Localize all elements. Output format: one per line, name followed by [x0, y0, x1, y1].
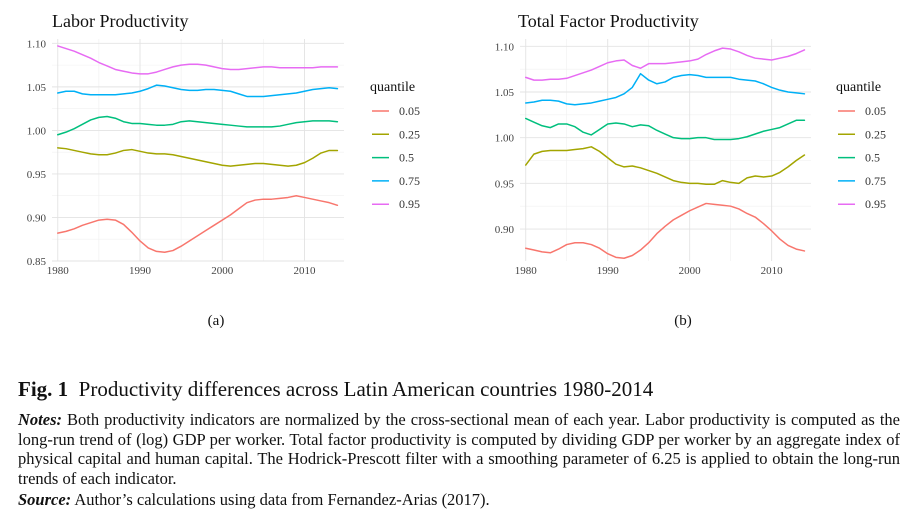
figure-title: Productivity differences across Latin Am… [78, 377, 654, 401]
chart-panel-labor-productivity: 1980 1990 2000 2010 0.85 0.90 0.95 1.00 1.05 1.10… [27, 11, 420, 329]
chart-title: Labor Productivity [52, 11, 188, 31]
series-line-q095 [524, 47, 806, 81]
panel-label: (a) [208, 313, 225, 329]
legend-label: 0.75 [865, 174, 886, 188]
y-tick-label: 1.05 [495, 87, 515, 99]
legend-title: quantile [836, 80, 881, 95]
legend-label: 0.95 [865, 197, 886, 211]
series-line-q095 [57, 45, 339, 75]
figure-label: Fig. 1 [18, 377, 69, 401]
x-tick-label: 1980 [47, 265, 70, 277]
legend-label: 0.25 [865, 127, 886, 141]
y-tick-label: 0.95 [27, 169, 47, 181]
legend-label: 0.5 [865, 151, 880, 165]
x-tick-label: 1980 [515, 265, 538, 277]
chart-panel-total-factor-productivity: 1980 1990 2000 2010 0.90 0.95 1.00 1.05 1.10Tota… [495, 11, 886, 329]
series-line-q005 [524, 202, 806, 260]
y-tick-label: 1.00 [495, 133, 515, 145]
x-tick-label: 2010 [294, 265, 317, 277]
panel-label: (b) [674, 313, 692, 329]
chart-title: Total Factor Productivity [518, 11, 699, 31]
x-tick-label: 1990 [129, 265, 152, 277]
legend-title: quantile [370, 80, 415, 95]
figure-source: Source: Author’s calculations using data… [18, 490, 900, 510]
legend: quantile 0.05 0.25 0.5 0.75 0.95 [836, 80, 886, 211]
y-tick-label: 1.00 [27, 125, 47, 137]
y-tick-label: 1.10 [495, 41, 515, 53]
figure-charts: 1980 1990 2000 2010 0.85 0.90 0.95 1.00 1.05 1.10… [27, 11, 886, 329]
figure-notes: Notes: Both productivity indicators are … [18, 410, 900, 488]
x-tick-label: 1990 [597, 265, 620, 277]
legend-label: 0.5 [399, 151, 414, 165]
series-line-q025 [57, 147, 339, 167]
legend-label: 0.95 [399, 197, 420, 211]
legend-label: 0.05 [865, 104, 886, 118]
x-tick-label: 2010 [761, 265, 784, 277]
source-text: Author’s calculations using data from Fe… [74, 490, 490, 509]
x-tick-label: 2000 [211, 265, 234, 277]
legend-label: 0.05 [399, 104, 420, 118]
series-line-q05 [57, 115, 339, 136]
y-tick-label: 0.90 [27, 212, 47, 224]
notes-label: Notes: [18, 410, 62, 429]
legend-label: 0.25 [399, 127, 420, 141]
legend-label: 0.75 [399, 174, 420, 188]
notes-text: Both productivity indicators are normali… [18, 410, 900, 488]
x-tick-label: 2000 [679, 265, 702, 277]
y-tick-label: 0.95 [495, 178, 515, 190]
series-line-q075 [524, 72, 806, 106]
y-tick-label: 0.90 [495, 224, 515, 236]
y-tick-label: 1.05 [27, 82, 47, 94]
series-line-q075 [57, 84, 339, 98]
y-tick-label: 0.85 [27, 256, 47, 268]
series-line-q05 [524, 117, 806, 141]
series-line-q005 [57, 194, 339, 254]
figure-caption-title: Fig. 1 Productivity differences across L… [18, 376, 900, 402]
source-label: Source: [18, 490, 72, 509]
legend: quantile 0.05 0.25 0.5 0.75 0.95 [370, 80, 420, 211]
y-tick-label: 1.10 [27, 38, 47, 50]
series-line-q025 [524, 146, 806, 186]
